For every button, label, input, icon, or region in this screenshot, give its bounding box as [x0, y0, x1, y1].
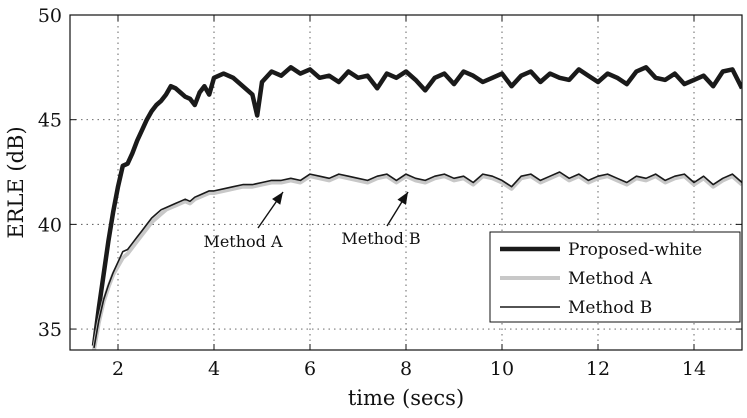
annotations: Method A Method B: [203, 191, 421, 251]
x-tick-label: 12: [586, 358, 610, 380]
y-axis-label: ERLE (dB): [4, 126, 28, 238]
annotation-arrow-head: [397, 192, 408, 205]
series-lines: [91, 65, 742, 350]
y-tick-label: 50: [38, 5, 62, 27]
annotation-arrow-head: [272, 192, 283, 205]
legend-label: Proposed-white: [568, 240, 702, 260]
y-tick-label: 35: [38, 319, 62, 341]
x-tick-label: 2: [112, 358, 124, 380]
annotation-label: Method B: [341, 229, 420, 248]
legend-label: Method A: [568, 269, 653, 289]
axis-ticks: 2 4 6 8 10 12 14 35 40 45 50: [38, 5, 742, 380]
legend-items: Proposed-white Method A Method B: [500, 240, 702, 318]
legend-label: Method B: [568, 298, 652, 318]
x-axis-label: time (secs): [348, 386, 464, 410]
y-tick-label: 40: [38, 214, 62, 236]
x-tick-label: 10: [490, 358, 514, 380]
series-line-proposed-white: [91, 65, 742, 347]
y-tick-label: 45: [38, 110, 62, 132]
annotation-label: Method A: [203, 232, 283, 251]
legend: Proposed-white Method A Method B: [489, 231, 741, 323]
x-tick-label: 4: [208, 358, 220, 380]
x-tick-label: 6: [304, 358, 316, 380]
series-line-method-b: [93, 171, 742, 349]
x-tick-label: 8: [400, 358, 412, 380]
series-line-method-a: [92, 172, 742, 350]
x-tick-label: 14: [682, 358, 706, 380]
